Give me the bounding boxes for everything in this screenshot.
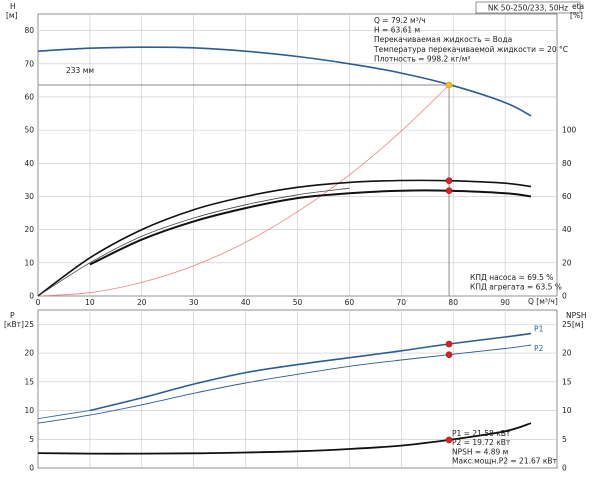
bottom-y-left-tick: 20 bbox=[24, 349, 34, 358]
top-x-tick: 50 bbox=[293, 298, 303, 307]
power-marker bbox=[445, 340, 453, 348]
bottom-info-line: Макс.мощн.P2 = 21.67 кВт bbox=[452, 457, 558, 466]
top-y-right-tick: 100 bbox=[562, 126, 577, 135]
top-y-right-tick: 0 bbox=[562, 292, 567, 301]
bottom-y-right-tick: 0 bbox=[562, 464, 567, 473]
bottom-y-right-tick: 5 bbox=[562, 435, 567, 444]
bottom-grid bbox=[38, 310, 557, 468]
series-npsh bbox=[37, 422, 532, 455]
duty-marker bbox=[445, 177, 453, 185]
top-info-line: Перекачиваемая жидкость = Вода bbox=[374, 35, 512, 44]
top-x-tick: 30 bbox=[189, 298, 199, 307]
top-y-left-tick: 10 bbox=[24, 258, 34, 267]
top-info-line: Плотность = 998.2 кг/м³ bbox=[374, 54, 470, 63]
top-y-left-tick: 60 bbox=[24, 92, 34, 101]
top-y-left-tick: 40 bbox=[24, 159, 34, 168]
pump-label: NK 50-250/233, 50Hz bbox=[488, 4, 568, 13]
top-axes: H [м] eta [%] Q [м³/ч] 0 10 20 30 40 50 60 70 80… bbox=[6, 2, 584, 307]
bottom-y-right-tick: 15 bbox=[562, 377, 572, 386]
bottom-axes: P [кВт] NPSH [м] 0 5 10 15 20 25 0 5 10 15 20 25 bbox=[4, 311, 587, 473]
duty-marker bbox=[445, 187, 453, 194]
bottom-info-line: P2 = 19.72 кВт bbox=[452, 438, 511, 447]
top-markers bbox=[445, 81, 453, 194]
top-y-left-label: H bbox=[10, 2, 16, 11]
series-label-p1: P1 bbox=[534, 325, 544, 334]
top-grid bbox=[38, 14, 557, 296]
series-p2 bbox=[37, 344, 532, 424]
top-info-line: H = 63.61 м bbox=[374, 26, 420, 35]
top-y-left-tick: 30 bbox=[24, 192, 34, 201]
series-label-p2: P2 bbox=[534, 344, 544, 353]
bottom-y-right-tick: 25 bbox=[562, 320, 572, 329]
top-x-tick: 10 bbox=[85, 298, 95, 307]
impeller-label: 233 мм bbox=[66, 66, 94, 75]
series-eta_unit bbox=[89, 189, 532, 266]
bottom-y-right-tick: 20 bbox=[562, 349, 572, 358]
top-x-tick: 0 bbox=[36, 298, 41, 307]
top-x-tick: 20 bbox=[137, 298, 147, 307]
bottom-markers bbox=[445, 340, 453, 444]
series-eta_pump bbox=[37, 179, 532, 297]
top-y-right-label: eta bbox=[572, 2, 584, 11]
series-system_curve bbox=[37, 84, 450, 297]
top-efficiency-block: КПД насоса = 69.5 %КПД агрегата = 63.5 % bbox=[470, 273, 562, 292]
series-p1 bbox=[89, 332, 532, 412]
duty-marker bbox=[445, 81, 453, 89]
top-info-line: Q = 79.2 м³/ч bbox=[374, 16, 426, 25]
bottom-y-left-unit: [кВт] bbox=[4, 320, 24, 329]
bottom-y-right-tick: 10 bbox=[562, 406, 572, 415]
series-p1_low bbox=[37, 410, 90, 419]
top-info-line: Температура перекачиваемой жидкости = 20… bbox=[373, 45, 568, 54]
power-marker bbox=[445, 351, 453, 358]
top-x-label: Q [м³/ч] bbox=[528, 297, 558, 306]
top-x-tick: 70 bbox=[397, 298, 407, 307]
top-y-left-tick: 70 bbox=[24, 59, 34, 68]
top-x-tick: 80 bbox=[448, 298, 458, 307]
bottom-y-left-tick: 5 bbox=[29, 435, 34, 444]
top-x-tick: 60 bbox=[345, 298, 355, 307]
top-y-right-tick: 40 bbox=[562, 225, 572, 234]
top-y-left-tick: 20 bbox=[24, 225, 34, 234]
series-h_curve bbox=[37, 46, 532, 117]
top-y-left-tick: 50 bbox=[24, 126, 34, 135]
efficiency-line: КПД насоса = 69.5 % bbox=[470, 273, 553, 282]
bottom-y-left-tick: 10 bbox=[24, 406, 34, 415]
top-y-left-unit: [м] bbox=[6, 11, 18, 20]
bottom-y-right-label: NPSH bbox=[566, 311, 587, 320]
bottom-info-line: NPSH = 4.89 м bbox=[452, 447, 508, 456]
bottom-series: P1 P2 bbox=[37, 325, 544, 455]
top-y-left-tick: 0 bbox=[29, 292, 34, 301]
power-marker bbox=[445, 436, 453, 444]
top-x-tick: 40 bbox=[241, 298, 251, 307]
top-y-left-tick: 80 bbox=[24, 26, 34, 35]
bottom-y-left-tick: 15 bbox=[24, 377, 34, 386]
bottom-y-left-label: P bbox=[10, 311, 15, 320]
bottom-y-left-tick: 25 bbox=[24, 320, 34, 329]
top-y-right-tick: 20 bbox=[562, 258, 572, 267]
top-series bbox=[37, 46, 532, 297]
bottom-y-right-unit: [м] bbox=[572, 320, 584, 329]
top-y-right-tick: 60 bbox=[562, 192, 572, 201]
pump-label-box bbox=[475, 1, 581, 14]
bottom-y-left-tick: 0 bbox=[29, 464, 34, 473]
top-y-right-tick: 80 bbox=[562, 159, 572, 168]
bottom-info-line: P1 = 21.58 кВт bbox=[452, 429, 511, 438]
top-x-tick: 90 bbox=[500, 298, 510, 307]
efficiency-line: КПД агрегата = 63.5 % bbox=[470, 283, 562, 292]
series-eta_thin bbox=[37, 187, 350, 297]
top-y-right-unit: [%] bbox=[570, 11, 583, 20]
